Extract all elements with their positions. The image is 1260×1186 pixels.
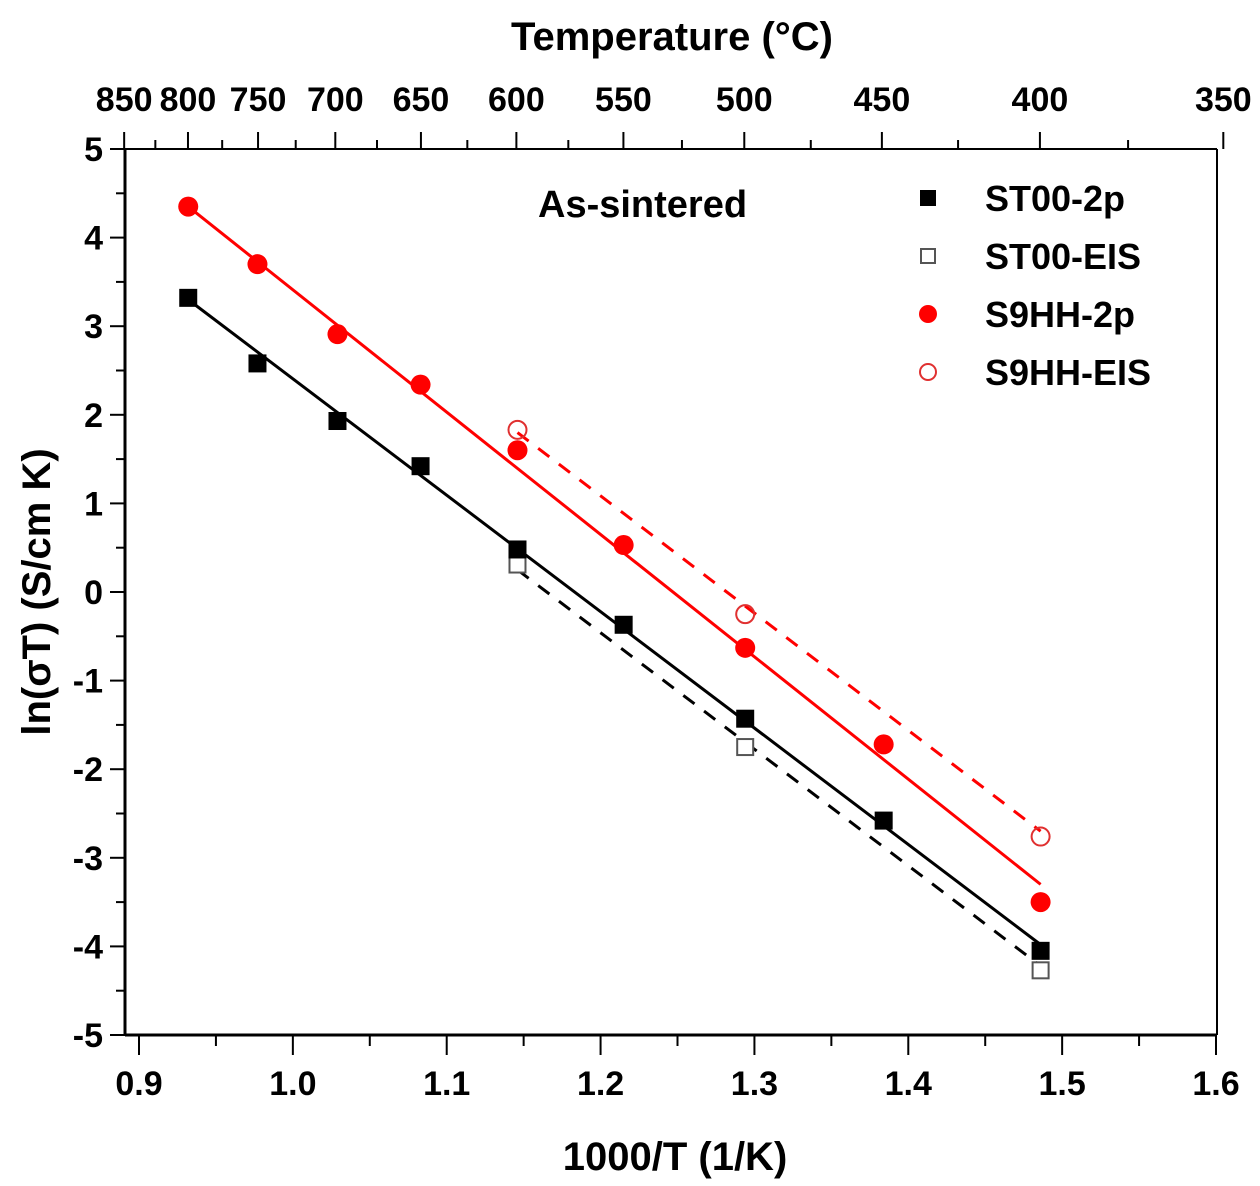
legend-label: ST00-EIS: [985, 236, 1141, 277]
top-tick-label: 750: [230, 81, 287, 119]
point-st00-2p: [874, 811, 893, 830]
top-axis-title: Temperature (°C): [511, 15, 833, 59]
point-st00-2p: [508, 540, 527, 559]
point-st00-eis: [1031, 961, 1050, 980]
annotation-as-sintered: As-sintered: [538, 184, 747, 226]
point-s9hh-2p: [178, 196, 199, 217]
x-axis-title: 1000/T (1/K): [563, 1135, 788, 1179]
top-tick-label: 650: [393, 81, 450, 119]
fit-line-s9hh-eis: [516, 431, 1042, 833]
fit-line-st00-eis: [516, 568, 1042, 968]
y-tick-label: 3: [84, 308, 103, 346]
y-tick-label: 4: [84, 220, 103, 258]
x-tick-label: 1.6: [1192, 1065, 1239, 1103]
point-s9hh-2p: [247, 254, 268, 275]
top-tick-label: 600: [488, 81, 545, 119]
axes: [110, 132, 1225, 1055]
legend-marker-s9hh-2p: [919, 305, 937, 323]
point-s9hh-eis: [1030, 826, 1051, 847]
point-st00-2p: [736, 709, 755, 728]
legend-label: S9HH-EIS: [985, 352, 1151, 393]
legend-label: S9HH-2p: [985, 294, 1135, 335]
y-tick-label: -1: [73, 663, 103, 701]
y-tick-label: 1: [84, 485, 103, 523]
point-st00-eis: [508, 555, 527, 574]
x-tick-label: 1.0: [269, 1065, 316, 1103]
point-st00-2p: [179, 288, 198, 307]
fit-lines: [187, 205, 1042, 968]
legend-marker-st00-2p: [920, 190, 936, 206]
top-tick-label: 400: [1012, 81, 1069, 119]
y-tick-label: -3: [73, 840, 103, 878]
top-tick-label: 500: [716, 81, 773, 119]
top-tick-label: 700: [307, 81, 364, 119]
point-st00-2p: [411, 457, 430, 476]
y-tick-label: 0: [84, 574, 103, 612]
point-s9hh-2p: [507, 440, 528, 461]
point-s9hh-eis: [735, 604, 756, 625]
legend-marker-s9hh-eis: [919, 363, 937, 381]
top-tick-label: 350: [1195, 81, 1252, 119]
y-tick-label: -2: [73, 751, 103, 789]
point-s9hh-2p: [410, 374, 431, 395]
x-tick-label: 1.1: [423, 1065, 470, 1103]
legend: ST00-2p ST00-EIS S9HH-2p S9HH-EIS: [919, 178, 1151, 393]
top-tick-label: 800: [160, 81, 217, 119]
top-tick-label: 450: [854, 81, 911, 119]
top-tick-label: 850: [96, 81, 153, 119]
point-st00-eis: [736, 738, 755, 757]
x-tick-label: 0.9: [115, 1065, 162, 1103]
x-tick-label: 1.5: [1039, 1065, 1086, 1103]
legend-marker-st00-eis: [920, 248, 936, 264]
point-st00-2p: [248, 354, 267, 373]
y-tick-label: 2: [84, 397, 103, 435]
y-tick-label: -4: [73, 928, 103, 966]
fit-line-st00-2p: [187, 298, 1042, 946]
point-st00-2p: [614, 615, 633, 634]
y-tick-label: 5: [84, 131, 103, 169]
tick-labels: 0.9 1.0 1.1 1.2 1.3 1.4 1.5 1.6 5 4 3 2 1 0 -1 -2 -3 -4 -5…: [73, 81, 1252, 1103]
point-s9hh-2p: [327, 324, 348, 345]
x-tick-label: 1.3: [731, 1065, 778, 1103]
point-st00-2p: [1031, 941, 1050, 960]
x-tick-label: 1.2: [577, 1065, 624, 1103]
point-s9hh-2p: [873, 734, 894, 755]
point-s9hh-eis: [507, 419, 528, 440]
point-st00-2p: [328, 412, 347, 431]
data-points: [178, 196, 1051, 980]
point-s9hh-2p: [1030, 892, 1051, 913]
legend-label: ST00-2p: [985, 178, 1125, 219]
point-s9hh-2p: [735, 637, 756, 658]
x-tick-label: 1.4: [885, 1065, 932, 1103]
y-axis-title: ln(σT) (S/cm K): [15, 448, 59, 735]
y-tick-label: -5: [73, 1017, 103, 1055]
point-s9hh-2p: [613, 535, 634, 556]
top-tick-label: 550: [595, 81, 652, 119]
